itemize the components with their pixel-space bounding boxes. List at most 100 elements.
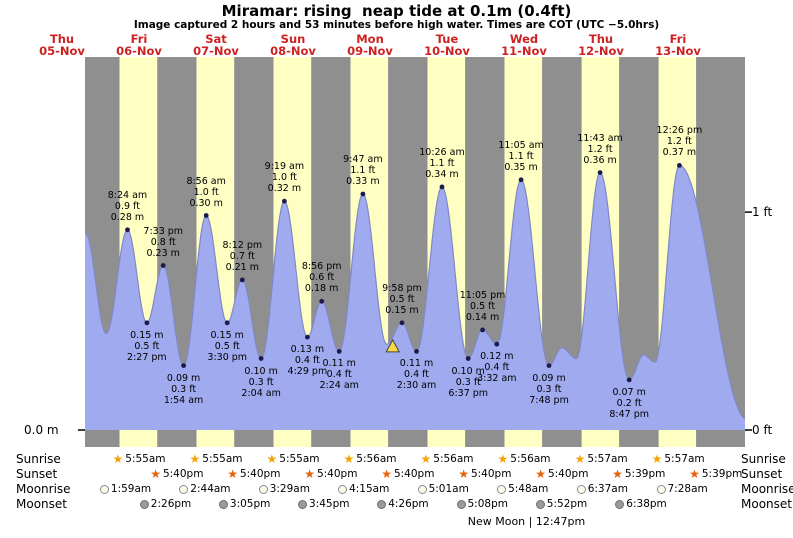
astro-time: 3:29am — [269, 483, 310, 495]
astro-time: 5:40pm — [393, 468, 435, 480]
tide-extreme-dot — [597, 170, 603, 176]
sunset-entry: ★ 5:40pm — [304, 468, 357, 480]
tide-extreme-dot — [144, 320, 150, 326]
astro-time: 5:57am — [587, 453, 628, 465]
tide-extreme-dot — [239, 277, 245, 283]
low-tide-label: 0.10 m 0.3 ft 6:37 pm — [448, 365, 489, 399]
moonset-entry: 6:38pm — [615, 498, 667, 510]
sunset-icon: ★ — [304, 467, 315, 481]
tide-extreme-dot — [414, 349, 419, 354]
sunrise-entry: ★ 5:57am — [575, 453, 628, 465]
astro-time: 5:55am — [279, 453, 320, 465]
moonrise-icon — [656, 484, 666, 494]
sunrise-icon: ★ — [266, 452, 278, 466]
sunrise-icon: ★ — [651, 452, 663, 466]
high-tide-label: 12:26 pm 1.2 ft 0.37 m — [656, 125, 703, 159]
astro-time: 2:26pm — [150, 498, 192, 510]
moonset-entry: 5:52pm — [535, 498, 587, 510]
tide-extreme-dot — [439, 184, 445, 190]
y-axis-label-1ft: 1 ft — [752, 205, 773, 219]
tide-extreme-dot — [336, 349, 342, 354]
sunset-icon: ★ — [227, 467, 238, 481]
high-tide-label: 9:58 pm 0.5 ft 0.15 m — [382, 282, 422, 316]
moonset-entry: 3:45pm — [298, 498, 349, 510]
moonset-entry: 3:05pm — [218, 498, 270, 510]
day-weekday: Sun — [280, 32, 306, 46]
low-tide-label: 0.09 m 0.3 ft 1:54 am — [163, 372, 204, 406]
tide-extreme-dot — [160, 263, 166, 268]
sunrise-entry: ★ 5:55am — [267, 453, 320, 465]
moonrise-icon — [417, 484, 427, 494]
tide-extreme-dot — [282, 198, 287, 204]
sunrise-entry: ★ 5:55am — [190, 453, 243, 465]
sunrise-entry: ★ 5:56am — [344, 453, 397, 465]
astro-time: 5:56am — [356, 453, 397, 465]
day-weekday: Sat — [205, 32, 227, 46]
sunset-entry: ★ 5:39pm — [689, 468, 742, 480]
sunset-entry: ★ 5:40pm — [150, 468, 203, 480]
low-tide-label: 0.10 m 0.3 ft 2:04 am — [241, 365, 281, 399]
astro-time: 5:40pm — [162, 468, 204, 480]
moonrise-entry: 3:29am — [258, 483, 310, 495]
low-tide-label: 0.11 m 0.4 ft 2:30 am — [396, 358, 437, 392]
astro-time: 4:26pm — [388, 498, 429, 510]
astro-time: 5:55am — [202, 453, 243, 465]
astro-time: 6:38pm — [626, 498, 667, 510]
moonset-icon — [139, 499, 149, 509]
moonrise-icon — [179, 484, 189, 494]
moonrise-entry: 5:48am — [497, 483, 548, 495]
chart-subtitle: Image captured 2 hours and 53 minutes be… — [133, 19, 660, 31]
moon-phase-label: New Moon | 12:47pm — [467, 515, 586, 528]
high-tide-label: 11:05 pm 0.5 ft 0.14 m — [459, 289, 506, 323]
day-date: 10-Nov — [424, 44, 470, 58]
moonrise-entry: 7:28am — [656, 483, 708, 495]
tide-extreme-dot — [125, 227, 130, 233]
moonrise-entry: 2:44am — [179, 483, 231, 495]
tide-extreme-dot — [203, 213, 209, 218]
sunset-icon: ★ — [381, 467, 392, 481]
sunset-icon: ★ — [458, 467, 469, 481]
high-tide-label: 8:56 am 1.0 ft 0.30 m — [186, 175, 226, 209]
moonset-icon — [218, 499, 228, 509]
tide-extreme-dot — [518, 177, 524, 183]
astro-row-label-left: Sunset — [16, 467, 58, 481]
tide-area — [85, 165, 745, 430]
moonset-icon — [535, 499, 545, 509]
sunset-entry: ★ 5:40pm — [381, 468, 434, 480]
tide-extreme-dot — [494, 341, 500, 347]
day-date: 07-Nov — [193, 44, 239, 58]
astro-time: 5:48am — [508, 483, 549, 495]
high-tide-label: 11:43 am 1.2 ft 0.36 m — [577, 132, 623, 166]
high-tide-label: 7:33 pm 0.8 ft 0.23 m — [143, 225, 184, 259]
low-tide-label: 0.07 m 0.2 ft 8:47 pm — [609, 386, 649, 420]
sunrise-icon: ★ — [189, 452, 201, 466]
high-tide-label: 10:26 am 1.1 ft 0.34 m — [419, 146, 465, 180]
astro-time: 5:40pm — [316, 468, 358, 480]
sunrise-entry: ★ 5:56am — [498, 453, 551, 465]
astro-row-label-left: Moonrise — [16, 482, 71, 496]
moonset-icon — [298, 499, 307, 509]
astro-time: 5:57am — [664, 453, 705, 465]
sunrise-entry: ★ 5:55am — [113, 453, 166, 465]
tide-extreme-dot — [360, 191, 366, 197]
tide-extreme-dot — [626, 377, 632, 383]
chart-title: Miramar: rising neap tide at 0.1m (0.4ft… — [221, 2, 572, 20]
tide-extreme-dot — [319, 298, 325, 304]
high-tide-label: 8:56 pm 0.6 ft 0.18 m — [301, 261, 342, 295]
astro-row-label-left: Sunrise — [16, 452, 61, 466]
sunset-entry: ★ 5:39pm — [612, 468, 665, 480]
moonrise-icon — [338, 484, 348, 494]
moonrise-entry: 6:37am — [576, 483, 628, 495]
astro-time: 5:39pm — [701, 468, 743, 480]
moonset-entry: 5:08pm — [456, 498, 508, 510]
sunset-entry: ★ 5:40pm — [458, 468, 511, 480]
tide-extreme-dot — [181, 363, 187, 368]
day-date: 06-Nov — [116, 44, 162, 58]
high-tide-label: 9:47 am 1.1 ft 0.33 m — [343, 154, 383, 188]
tide-extreme-dot — [224, 320, 230, 326]
tide-extreme-dot — [399, 320, 405, 326]
sunrise-entry: ★ 5:57am — [652, 453, 705, 465]
tide-extreme-dot — [465, 356, 471, 361]
astro-row-label-right: Sunset — [741, 467, 783, 481]
